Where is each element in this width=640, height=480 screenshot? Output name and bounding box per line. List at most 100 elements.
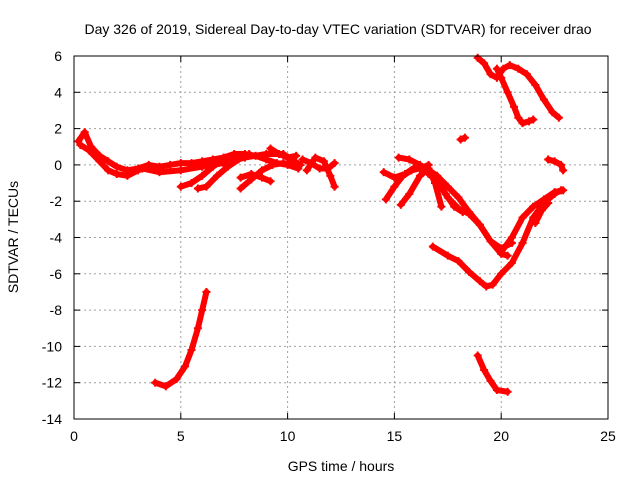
y-tick-label: 0	[54, 157, 62, 173]
trace-15-point	[450, 202, 459, 211]
trace-21-point	[557, 160, 566, 169]
trace-14-point	[405, 189, 414, 198]
trace-10-point	[330, 182, 339, 191]
trace-1-point	[166, 160, 175, 169]
y-axis-label: SDTVAR / TECUs	[5, 181, 21, 293]
trace-6-point	[236, 184, 245, 193]
trace-12-point	[390, 173, 399, 182]
trace-23-point	[172, 375, 181, 384]
trace-20-point	[524, 117, 533, 126]
data-layer	[74, 53, 568, 396]
trace-2-point	[104, 166, 113, 175]
y-tick-label: -10	[42, 338, 62, 354]
y-tick-label: -12	[42, 375, 62, 391]
trace-19-point	[548, 108, 557, 117]
trace-7-point	[266, 177, 275, 186]
trace-20-point	[510, 102, 519, 111]
trace-9-point	[315, 164, 324, 173]
trace-3-point	[155, 168, 164, 177]
trace-19-point	[473, 53, 482, 62]
trace-24-point	[480, 365, 489, 374]
trace-1-point	[80, 128, 89, 137]
trace-9-point	[298, 155, 307, 164]
trace-21-point	[544, 155, 553, 164]
trace-7-point	[257, 173, 266, 182]
trace-3-point	[262, 150, 271, 159]
trace-20-point	[492, 64, 501, 73]
trace-24-point	[473, 351, 482, 360]
trace-1-point	[176, 159, 185, 168]
trace-19-point	[531, 81, 540, 90]
grid	[74, 56, 608, 419]
trace-16-point	[443, 251, 452, 260]
trace-7	[237, 171, 274, 185]
trace-8-point	[292, 151, 301, 160]
trace-6-point	[279, 159, 288, 168]
trace-16-point	[488, 280, 497, 289]
trace-4-point	[187, 179, 196, 188]
trace-16-point	[507, 258, 516, 267]
trace-17-point	[518, 213, 527, 222]
trace-2-point	[76, 140, 85, 149]
trace-4-point	[198, 171, 207, 180]
trace-19	[474, 54, 562, 121]
trace-15-point	[441, 189, 450, 198]
x-tick-label: 15	[387, 428, 403, 444]
trace-16-point	[475, 277, 484, 286]
trace-16-point	[454, 257, 463, 266]
y-tick-label: -6	[50, 266, 63, 282]
y-tick-label: -4	[50, 230, 63, 246]
trace-13-point	[465, 209, 474, 218]
trace-10-point	[319, 157, 328, 166]
trace-23-point	[202, 287, 211, 296]
trace-7-point	[236, 173, 245, 182]
trace-15-point	[458, 208, 467, 217]
trace-3-point	[198, 162, 207, 171]
trace-20-point	[514, 113, 523, 122]
trace-18-point	[544, 199, 553, 208]
trace-2-point	[112, 169, 121, 178]
trace-4-point	[176, 182, 185, 191]
trace-5-point	[223, 162, 232, 171]
trace-24-point	[492, 385, 501, 394]
trace-2-point	[123, 171, 132, 180]
trace-15-point	[433, 177, 442, 186]
trace-19-point	[522, 70, 531, 79]
y-tick-label: 2	[54, 121, 62, 137]
trace-24	[474, 352, 511, 395]
trace-13-point	[394, 153, 403, 162]
trace-22-point	[456, 135, 465, 144]
trace-23-point	[198, 306, 207, 315]
trace-12-point	[454, 193, 463, 202]
trace-14-point	[437, 202, 446, 211]
trace-10-point	[311, 153, 320, 162]
trace-16-point	[518, 238, 527, 247]
trace-8-point	[266, 144, 275, 153]
trace-5-point	[202, 182, 211, 191]
trace-24-point	[503, 387, 512, 396]
trace-1-point	[104, 157, 113, 166]
trace-12-point	[379, 168, 388, 177]
trace-13-point	[416, 160, 425, 169]
x-tick-label: 5	[177, 428, 185, 444]
trace-23-point	[187, 346, 196, 355]
y-tick-label: 4	[54, 84, 62, 100]
y-tick-label: -14	[42, 411, 62, 427]
trace-2-point	[95, 157, 104, 166]
trace-21-point	[559, 166, 568, 175]
trace-3-point	[138, 164, 147, 173]
trace-8-point	[283, 153, 292, 162]
trace-7-point	[247, 169, 256, 178]
trace-22-point	[460, 133, 469, 142]
trace-13-point	[475, 220, 484, 229]
trace-10-point	[302, 166, 311, 175]
trace-17-point	[529, 202, 538, 211]
trace-15-point	[424, 169, 433, 178]
chart-title: Day 326 of 2019, Sidereal Day-to-day VTE…	[84, 21, 591, 37]
trace-12-point	[401, 169, 410, 178]
x-tick-label: 0	[70, 428, 78, 444]
y-tick-label: 6	[54, 48, 62, 64]
trace-17-point	[497, 248, 506, 257]
x-axis-label: GPS time / hours	[288, 458, 395, 474]
